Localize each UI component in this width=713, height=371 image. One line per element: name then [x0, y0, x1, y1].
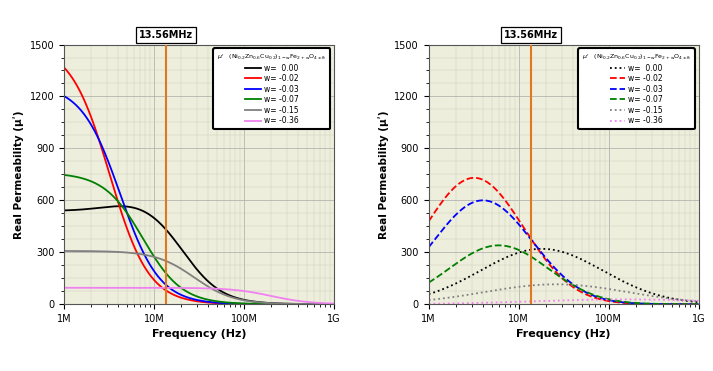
- Legend: w=  0.00, w= -0.02, w= -0.03, w= -0.07, w= -0.15, w= -0.36: w= 0.00, w= -0.02, w= -0.03, w= -0.07, w…: [213, 48, 330, 129]
- Y-axis label: Real Permeability (μʹ): Real Permeability (μʹ): [378, 110, 389, 239]
- X-axis label: Frequency (Hz): Frequency (Hz): [516, 329, 611, 339]
- Legend: w=  0.00, w= -0.02, w= -0.03, w= -0.07, w= -0.15, w= -0.36: w= 0.00, w= -0.02, w= -0.03, w= -0.07, w…: [578, 48, 695, 129]
- Text: 13.56MHz: 13.56MHz: [503, 30, 558, 40]
- X-axis label: Frequency (Hz): Frequency (Hz): [152, 329, 247, 339]
- Text: 13.56MHz: 13.56MHz: [139, 30, 193, 40]
- Y-axis label: Real Permeability (μʹ): Real Permeability (μʹ): [14, 110, 24, 239]
